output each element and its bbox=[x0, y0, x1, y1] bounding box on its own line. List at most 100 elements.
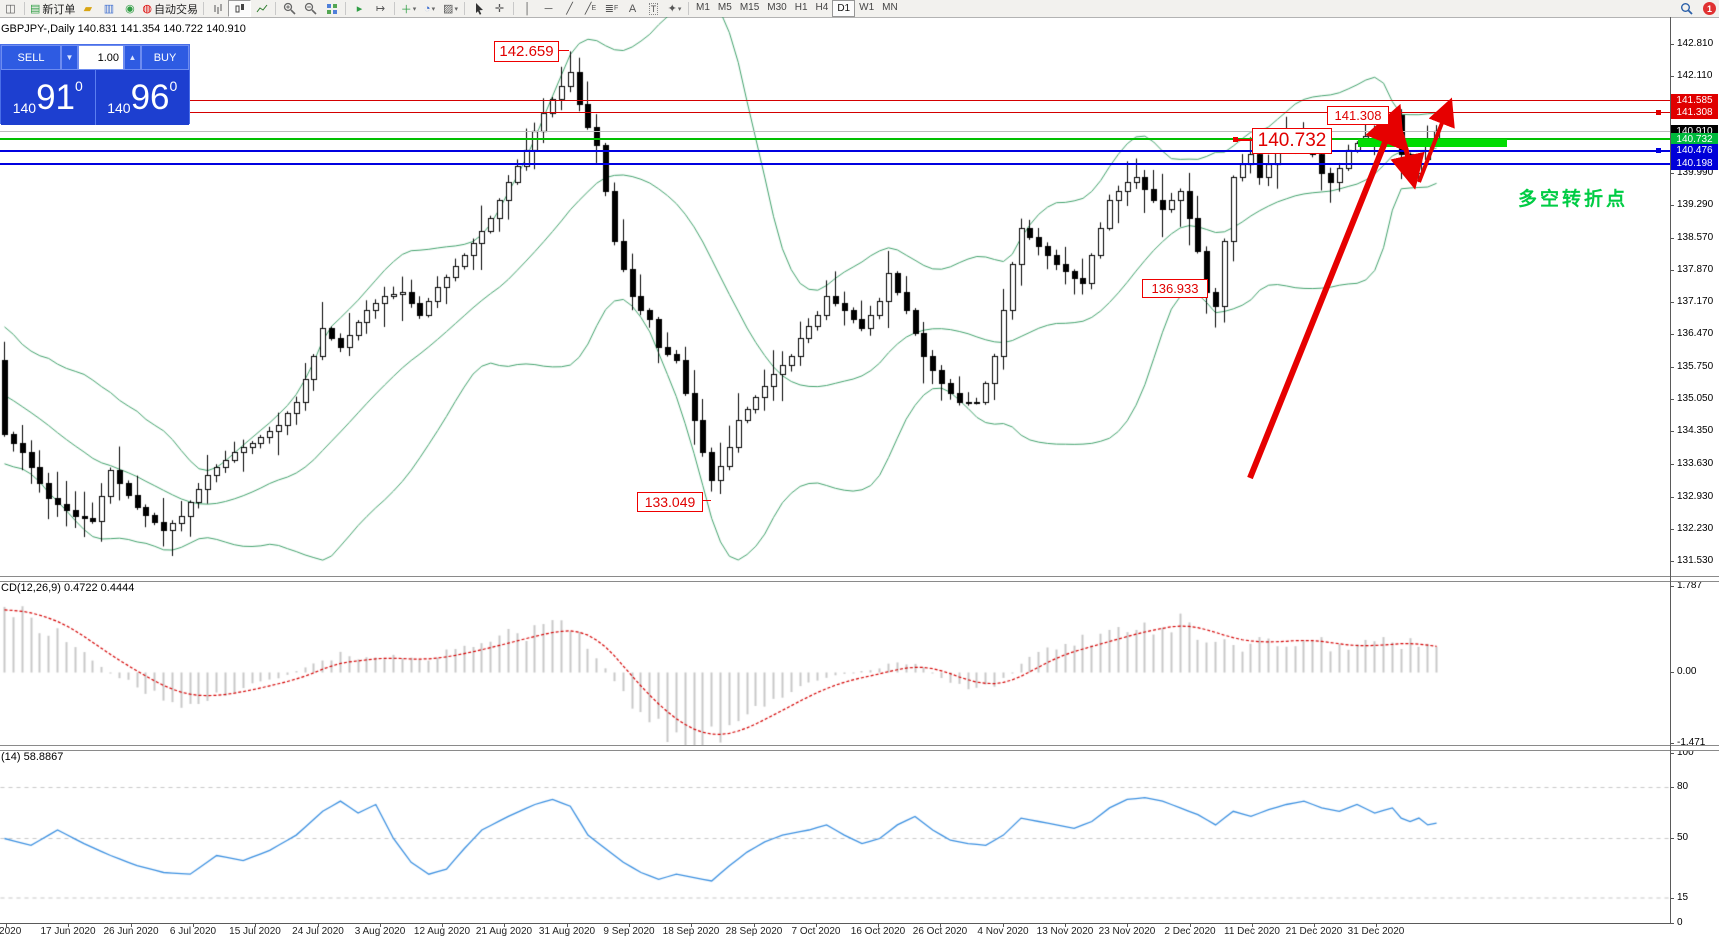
date-label: 26 Oct 2020 bbox=[912, 926, 968, 937]
horizontal-line-141.308[interactable] bbox=[0, 112, 1670, 113]
chart-shift-icon[interactable]: ↦ bbox=[375, 3, 386, 15]
bid-price-button[interactable]: 140 91 0 bbox=[1, 70, 96, 125]
high-price-label[interactable]: 142.659 bbox=[494, 41, 559, 62]
date-tick-mark bbox=[380, 924, 381, 927]
trendline-tool-icon[interactable]: ╱ bbox=[566, 3, 573, 15]
pivot-note-text[interactable]: 多空转折点 bbox=[1518, 189, 1629, 210]
september-low-label[interactable]: 133.049 bbox=[637, 492, 703, 512]
macd-tick-mark bbox=[1670, 586, 1674, 588]
channel-tool-icon[interactable]: ╱ E bbox=[584, 3, 597, 15]
horizontal-line-tool-icon[interactable]: ─ bbox=[544, 2, 553, 15]
volume-down-button[interactable]: ▼ bbox=[61, 45, 78, 70]
bid-price-small: 140 bbox=[12, 100, 37, 116]
rsi-indicator-surface[interactable] bbox=[0, 749, 1670, 923]
cursor-icon[interactable] bbox=[468, 1, 489, 16]
resume-up-arrow[interactable] bbox=[1417, 97, 1455, 183]
price-badge-141.308: 141.308 bbox=[1671, 106, 1718, 120]
arrows-tool-button[interactable]: ✦ ▾ bbox=[667, 3, 682, 15]
candlestick-chart-icon[interactable] bbox=[228, 0, 252, 17]
toolbar-separator bbox=[203, 2, 205, 15]
timeframe-h1[interactable]: H1 bbox=[794, 2, 808, 13]
rsi-tick-mark bbox=[1670, 787, 1674, 788]
market-overview-icon[interactable]: ◫ bbox=[5, 3, 16, 15]
date-tick-mark bbox=[754, 924, 755, 927]
zoom-out-icon[interactable] bbox=[300, 1, 321, 16]
timeframe-d1[interactable]: D1 bbox=[832, 0, 856, 17]
price-tick-mark bbox=[1670, 270, 1674, 272]
bar-chart-icon[interactable] bbox=[207, 1, 228, 16]
date-label: 11 Dec 2020 bbox=[1224, 926, 1280, 937]
horizontal-line-140.732[interactable] bbox=[0, 138, 1670, 140]
pullback-down-arrow[interactable] bbox=[1390, 116, 1425, 190]
data-window-icon[interactable]: ▥ bbox=[103, 3, 115, 15]
toolbar-separator bbox=[394, 2, 396, 15]
vertical-line-tool-icon[interactable]: │ bbox=[524, 2, 531, 15]
date-tick-mark bbox=[504, 924, 505, 927]
horizontal-line-141.585[interactable] bbox=[0, 100, 1670, 101]
date-tick-mark bbox=[816, 924, 817, 927]
notification-badge[interactable]: 1 bbox=[1703, 2, 1716, 15]
periods-button[interactable]: ◔ ▾ bbox=[423, 2, 436, 15]
price-tick-label: 137.170 bbox=[1677, 296, 1714, 308]
rsi-tick-label: 15 bbox=[1677, 891, 1689, 903]
rsi-info-label: (14) 58.8867 bbox=[1, 751, 64, 763]
line-edit-marker[interactable] bbox=[1656, 109, 1661, 115]
search-icon[interactable] bbox=[1676, 1, 1697, 16]
date-tick-mark bbox=[1127, 924, 1128, 927]
resistance-price-label[interactable]: 141.308 bbox=[1327, 106, 1389, 125]
date-tick-mark bbox=[68, 924, 69, 927]
horizontal-line-140.198[interactable] bbox=[0, 163, 1670, 165]
pivot-price-label[interactable]: 140.732 bbox=[1252, 128, 1332, 154]
price-tick-mark bbox=[1670, 528, 1674, 530]
horizontal-line-140.476[interactable] bbox=[0, 150, 1670, 152]
fibonacci-tool-icon[interactable]: ≣ F bbox=[604, 3, 619, 15]
timeframe-m15[interactable]: M15 bbox=[739, 2, 760, 13]
volume-up-button[interactable]: ▲ bbox=[124, 45, 141, 70]
zoom-in-icon[interactable] bbox=[279, 1, 300, 16]
price-badge-141.585: 141.585 bbox=[1671, 93, 1718, 107]
december-low-label[interactable]: 136.933 bbox=[1142, 279, 1208, 298]
ask-price-button[interactable]: 140 96 0 bbox=[95, 70, 189, 125]
text-tool-icon[interactable]: A bbox=[628, 2, 637, 15]
date-tick-mark bbox=[1065, 924, 1066, 927]
date-label: 6 Jul 2020 bbox=[169, 926, 217, 937]
volume-input[interactable] bbox=[78, 45, 124, 70]
sell-button[interactable]: SELL bbox=[1, 45, 61, 70]
crosshair-icon[interactable]: ✛ bbox=[494, 3, 505, 15]
timeframe-mn[interactable]: MN bbox=[882, 2, 898, 13]
toolbar-separator bbox=[688, 2, 690, 15]
date-label: 9 Sep 2020 bbox=[603, 926, 655, 937]
line-chart-icon[interactable] bbox=[251, 1, 272, 16]
big-up-arrow[interactable] bbox=[1247, 103, 1405, 480]
signals-icon[interactable]: ◉ bbox=[125, 3, 135, 15]
date-tick-mark bbox=[629, 924, 630, 927]
price-tick-label: 132.230 bbox=[1677, 522, 1714, 534]
buy-button[interactable]: BUY bbox=[141, 45, 189, 70]
timeframe-m30[interactable]: M30 bbox=[767, 2, 787, 13]
market-watch-icon[interactable]: ▰ bbox=[83, 3, 93, 15]
timeframe-h4[interactable]: H4 bbox=[815, 2, 829, 13]
tile-windows-icon[interactable] bbox=[321, 1, 342, 16]
price-tick-label: 132.930 bbox=[1677, 490, 1714, 502]
templates-button[interactable]: ▨ ▾ bbox=[443, 3, 458, 15]
add-indicator-button[interactable]: ＋ ▾ bbox=[400, 3, 417, 16]
price-tick-label: 142.110 bbox=[1677, 70, 1713, 82]
rsi-tick-label: 80 bbox=[1677, 781, 1689, 792]
rsi-tick-mark bbox=[1670, 838, 1674, 839]
timeframe-m5[interactable]: M5 bbox=[717, 2, 732, 13]
price-axis-border bbox=[1670, 17, 1671, 924]
new-order-button[interactable]: ▤ 新订单 bbox=[28, 1, 77, 16]
autotrade-button[interactable]: ◍ 自动交易 bbox=[140, 1, 200, 16]
line-edit-marker[interactable] bbox=[1656, 147, 1661, 153]
timeframe-w1[interactable]: W1 bbox=[859, 2, 875, 13]
timeframe-bar: M1 M5 M15 M30 H1 H4 D1 W1 MN bbox=[692, 0, 902, 17]
date-tick-mark bbox=[318, 924, 319, 927]
text-label-tool-icon[interactable]: T bbox=[648, 2, 659, 15]
macd-indicator-surface[interactable] bbox=[0, 580, 1670, 745]
rsi-tick-label: 100 bbox=[1677, 747, 1694, 758]
autoscroll-icon[interactable]: ▸ bbox=[356, 3, 363, 15]
main-toolbar: ◫ ▤ 新订单 ▰ ▥ ◉ ◍ 自动交易 bbox=[0, 0, 1719, 18]
trend-arrows-drawing[interactable] bbox=[0, 17, 1670, 577]
timeframe-m1[interactable]: M1 bbox=[696, 2, 710, 13]
